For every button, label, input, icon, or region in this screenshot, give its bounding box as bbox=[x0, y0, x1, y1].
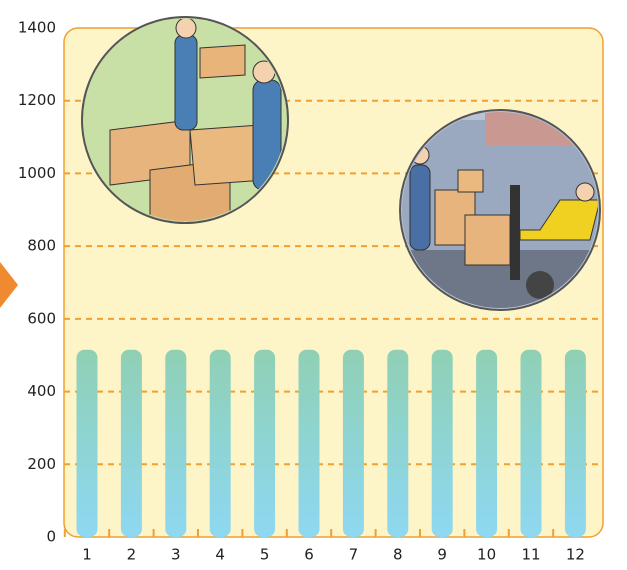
bar bbox=[431, 349, 453, 537]
x-tick-label: 2 bbox=[127, 546, 137, 564]
bar bbox=[298, 349, 320, 537]
arrow-marker bbox=[0, 262, 18, 308]
bar bbox=[564, 349, 586, 537]
y-tick-label: 1400 bbox=[18, 19, 56, 37]
x-tick-label: 8 bbox=[393, 546, 403, 564]
x-tick-label: 3 bbox=[171, 546, 181, 564]
bar bbox=[165, 349, 187, 537]
x-tick-label: 9 bbox=[437, 546, 447, 564]
y-tick-label: 200 bbox=[27, 455, 56, 473]
bar bbox=[254, 349, 276, 537]
x-tick-label: 7 bbox=[349, 546, 359, 564]
bar bbox=[76, 349, 98, 537]
y-tick-label: 1000 bbox=[18, 164, 56, 182]
x-tick-label: 4 bbox=[215, 546, 225, 564]
bar bbox=[476, 349, 498, 537]
y-tick-label: 0 bbox=[46, 528, 56, 546]
y-tick-label: 800 bbox=[27, 237, 56, 255]
bar bbox=[520, 349, 542, 537]
y-tick-label: 600 bbox=[27, 309, 56, 327]
bar bbox=[209, 349, 231, 537]
bar bbox=[387, 349, 409, 537]
x-tick-label: 10 bbox=[477, 546, 496, 564]
bar bbox=[342, 349, 364, 537]
x-tick-label: 6 bbox=[304, 546, 314, 564]
x-tick-label: 11 bbox=[521, 546, 540, 564]
x-tick-label: 1 bbox=[82, 546, 92, 564]
illustration-forklift bbox=[399, 109, 601, 311]
bar bbox=[120, 349, 142, 537]
illustration-workers bbox=[81, 16, 289, 224]
y-tick-label: 400 bbox=[27, 382, 56, 400]
x-tick-label: 12 bbox=[566, 546, 585, 564]
x-tick-label: 5 bbox=[260, 546, 270, 564]
y-tick-label: 1200 bbox=[18, 91, 56, 109]
